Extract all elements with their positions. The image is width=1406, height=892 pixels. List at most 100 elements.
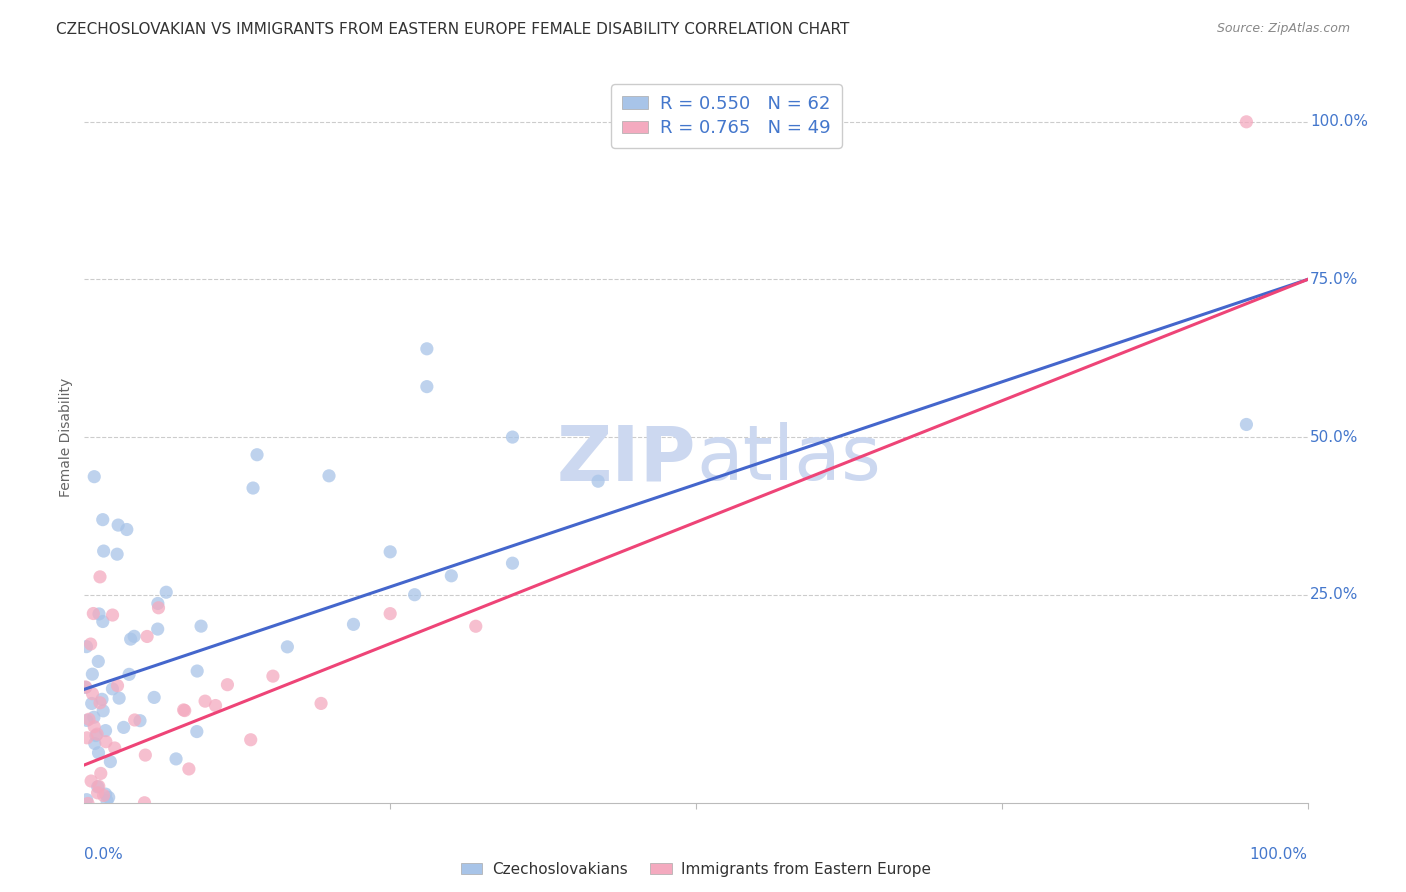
Point (91, 615, 114, 629)
Point (80, 697, 103, 711)
Point (242, 481, 264, 495)
Point (502, 430, 524, 444)
Point (87, 746, 110, 760)
Point (186, 724, 208, 739)
Point (380, 545, 402, 559)
Point (146, 622, 169, 636)
Point (124, 713, 146, 727)
Point (97, 790, 120, 805)
Point (134, 796, 156, 810)
Point (77, 871, 100, 885)
Point (1236, 115, 1258, 129)
Point (75, 817, 97, 831)
Point (165, 752, 187, 766)
Point (101, 681, 124, 696)
Point (380, 607, 402, 621)
Point (86, 786, 108, 800)
Point (93, 544, 115, 558)
Point (82, 840, 104, 855)
Point (173, 704, 195, 718)
Text: 50.0%: 50.0% (1310, 430, 1358, 444)
Point (190, 619, 212, 633)
Legend: Czechoslovakians, Immigrants from Eastern Europe: Czechoslovakians, Immigrants from Easter… (456, 855, 936, 883)
Point (136, 630, 159, 644)
Point (104, 741, 127, 756)
Point (94, 735, 117, 749)
Point (83, 469, 105, 483)
Point (416, 379, 439, 393)
Point (96, 794, 118, 808)
Point (440, 569, 463, 583)
Point (86, 780, 108, 794)
Text: 100.0%: 100.0% (1310, 114, 1368, 129)
Point (217, 678, 239, 692)
Point (91, 513, 114, 527)
Point (103, 864, 125, 879)
Point (146, 597, 169, 611)
Point (108, 691, 131, 706)
Point (98, 755, 121, 769)
Point (148, 600, 170, 615)
Point (86, 727, 108, 741)
Point (80, 774, 103, 789)
Point (87, 607, 110, 621)
Point (309, 697, 332, 711)
Point (94, 829, 117, 843)
Point (342, 617, 364, 632)
Point (87, 825, 110, 839)
Point (262, 669, 284, 683)
Text: 75.0%: 75.0% (1310, 272, 1358, 287)
Point (112, 720, 135, 734)
Point (118, 667, 141, 681)
Point (94, 723, 117, 738)
Text: 25.0%: 25.0% (1310, 587, 1358, 602)
Point (80, 865, 103, 880)
Point (129, 714, 152, 728)
Point (79, 637, 101, 651)
Point (96, 817, 118, 831)
Point (194, 694, 217, 708)
Point (173, 703, 195, 717)
Point (84, 729, 107, 743)
Point (77, 712, 100, 726)
Point (83, 710, 105, 724)
Point (83, 808, 105, 822)
Point (87, 779, 110, 793)
Point (82, 607, 104, 621)
Text: 100.0%: 100.0% (1250, 847, 1308, 862)
Text: 0.0%: 0.0% (84, 847, 124, 862)
Point (75, 640, 97, 654)
Point (82, 687, 104, 701)
Point (143, 690, 166, 705)
Point (93, 789, 115, 803)
Point (464, 619, 486, 633)
Point (107, 518, 129, 533)
Point (76, 714, 98, 728)
Point (134, 748, 156, 763)
Point (162, 847, 184, 862)
Point (246, 448, 269, 462)
Point (204, 698, 226, 713)
Point (91, 692, 114, 706)
Point (318, 468, 340, 483)
Point (120, 632, 142, 647)
Point (219, 822, 242, 836)
Point (155, 585, 177, 599)
Point (105, 547, 128, 561)
Point (107, 679, 129, 693)
Point (75, 889, 97, 892)
Point (75, 681, 97, 695)
Point (1236, 417, 1258, 432)
Point (186, 664, 208, 678)
Point (77, 797, 100, 811)
Text: atlas: atlas (696, 422, 880, 496)
Text: ZIP: ZIP (557, 422, 696, 496)
Point (91, 704, 114, 718)
Point (89, 696, 111, 710)
Text: Source: ZipAtlas.com: Source: ZipAtlas.com (1216, 22, 1350, 36)
Point (97, 855, 120, 869)
Point (94, 787, 117, 801)
Point (502, 556, 524, 570)
Point (404, 588, 426, 602)
Point (115, 523, 138, 537)
